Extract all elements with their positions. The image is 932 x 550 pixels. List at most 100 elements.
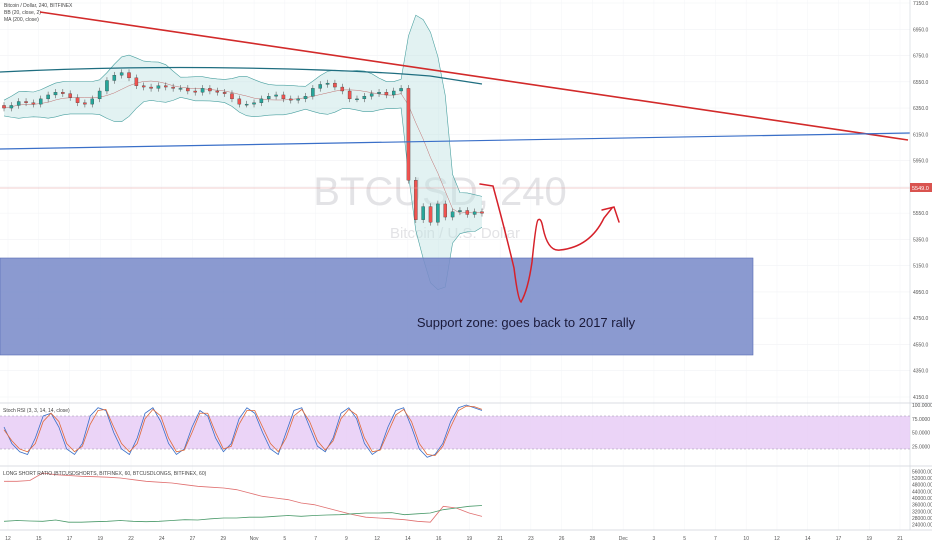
candle-body-64 (472, 211, 477, 215)
candle-body-23 (171, 86, 175, 89)
chart-legend-line-1: Bitcoin / Dollar, 240, BITFINEX (4, 3, 73, 9)
candle-body-57 (421, 206, 425, 220)
date-tick-3: 19 (97, 536, 103, 542)
candle-body-32 (237, 98, 242, 105)
date-tick-29: 21 (897, 536, 903, 542)
date-tick-2: 17 (67, 536, 73, 542)
date-tick-11: 9 (345, 536, 348, 542)
candle-body-12 (90, 98, 94, 105)
date-tick-13: 14 (405, 536, 411, 542)
candle-body-29 (215, 90, 220, 93)
date-axis[interactable]: 12 15 17 19 22 24 27 29 Nov 5 7 9 12 14 16 19 21 23 26 28 De… (5, 536, 903, 542)
date-tick-19: 28 (590, 536, 596, 542)
date-tick-7: 29 (221, 536, 227, 542)
date-tick-8: Nov (250, 536, 259, 542)
date-tick-4: 22 (128, 536, 134, 542)
candle-body-58 (428, 206, 433, 223)
support-zone-label: Support zone: goes back to 2017 rally (417, 315, 636, 330)
candle-body-54 (399, 88, 403, 92)
candle-body-50 (369, 93, 374, 97)
ratio-tick-5: 36000.0000 (912, 503, 932, 509)
date-tick-26: 14 (805, 536, 811, 542)
candle-body-42 (311, 88, 315, 97)
descending-trendline[interactable] (39, 11, 909, 141)
ratio-tick-6: 32000.0000 (912, 509, 932, 515)
candle-body-61 (450, 211, 455, 218)
candle-body-26 (193, 90, 197, 93)
candle-body-51 (377, 92, 381, 94)
ratio-tick-4: 40000.0000 (912, 496, 932, 502)
long-short-ratio-panel[interactable]: 56000.000052000.000048000.000044000.0000… (3, 469, 932, 529)
candle-body-9 (68, 93, 72, 98)
bollinger-upper-line (3, 14, 483, 197)
candle-body-22 (164, 85, 168, 88)
candle-body-34 (252, 102, 256, 105)
candle-body-46 (340, 86, 345, 92)
chart-legend-line-3: MA (200, close) (4, 17, 39, 23)
price-tick-12: 4750.0 (913, 316, 929, 322)
date-tick-5: 24 (159, 536, 165, 542)
price-tick-13: 4550.0 (913, 342, 929, 348)
price-tick-11: 4950.0 (913, 290, 929, 296)
price-tick-10: 5150.0 (913, 264, 929, 270)
candlestick-series (2, 69, 484, 226)
watermark-symbol: BTCUSD, 240 (313, 170, 566, 214)
candle-body-0 (2, 105, 6, 109)
bollinger-basis-line (3, 80, 483, 214)
moving-average-200-line (0, 66, 483, 85)
candle-body-4 (31, 102, 36, 105)
date-tick-17: 23 (528, 536, 534, 542)
stoch-rsi-band (0, 416, 910, 449)
stoch-rsi-panel[interactable]: 100.0000 75.0000 50.0000 25.0000 (0, 403, 932, 458)
candle-body-37 (274, 94, 278, 97)
ratio-tick-2: 48000.0000 (912, 483, 932, 489)
bollinger-lower-line (3, 96, 483, 290)
candle-body-40 (296, 98, 300, 101)
support-zone[interactable] (0, 257, 754, 356)
projection-path (479, 183, 613, 304)
candle-body-49 (362, 96, 367, 100)
date-tick-0: 12 (5, 536, 11, 542)
date-tick-6: 27 (190, 536, 196, 542)
stoch-rsi-tick-3: 25.0000 (912, 444, 930, 450)
date-tick-21: 3 (653, 536, 656, 542)
candle-body-11 (83, 102, 87, 105)
stoch-rsi-d-line (3, 405, 483, 457)
date-tick-14: 16 (436, 536, 442, 542)
candle-body-19 (141, 85, 146, 88)
candle-body-2 (16, 101, 21, 106)
candle-body-30 (222, 92, 227, 94)
ratio-tick-0: 56000.0000 (912, 469, 932, 475)
candle-body-1 (9, 105, 14, 109)
ratio-tick-8: 24000.0000 (912, 523, 932, 529)
price-tick-9: 5350.0 (913, 237, 929, 243)
candle-body-6 (46, 94, 50, 100)
candle-body-3 (24, 101, 28, 103)
last-price-label: 5549.0 (912, 186, 929, 192)
horizontal-trendline[interactable] (0, 132, 911, 150)
candle-body-55 (406, 88, 411, 181)
price-tick-2: 6750.0 (913, 54, 929, 60)
candle-body-28 (208, 88, 212, 92)
candle-body-25 (186, 88, 190, 92)
date-tick-27: 17 (836, 536, 842, 542)
date-tick-15: 19 (467, 536, 473, 542)
candle-body-56 (414, 180, 418, 220)
candle-body-41 (303, 96, 308, 100)
date-tick-25: 12 (774, 536, 780, 542)
date-tick-23: 7 (714, 536, 717, 542)
indicator-layer (0, 14, 483, 290)
last-price-badge (910, 183, 932, 192)
stoch-rsi-k-line (3, 404, 483, 458)
ratio-tick-7: 28000.0000 (912, 516, 932, 522)
watermark-name: Bitcoin / U.S. Dollar (390, 225, 520, 242)
stoch-rsi-tick-2: 50.0000 (912, 431, 930, 437)
candle-body-43 (318, 84, 322, 89)
candle-body-63 (465, 210, 470, 215)
stoch-rsi-label: Stoch RSI (3, 3, 14, 14, close) (3, 408, 70, 414)
candle-body-65 (480, 211, 484, 214)
date-tick-20: Dec (619, 536, 628, 542)
candle-body-62 (458, 210, 462, 212)
projection-arrowhead (601, 206, 620, 223)
